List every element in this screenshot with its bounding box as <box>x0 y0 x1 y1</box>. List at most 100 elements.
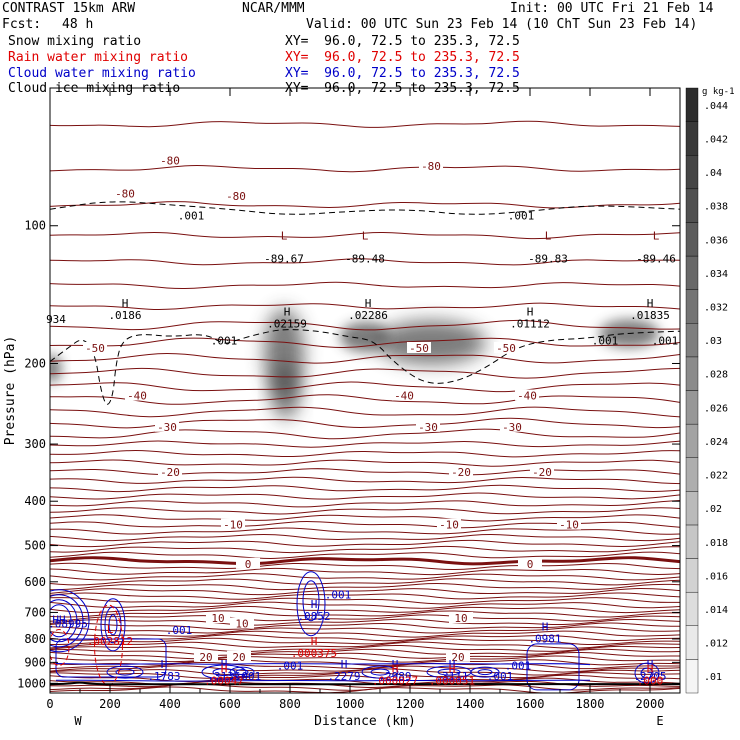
colorbar-tick-label: .04 <box>704 168 722 179</box>
cloud-ice-contour <box>50 329 680 405</box>
cloud-water-contour <box>50 599 78 643</box>
isotherm-label-bg <box>158 154 182 166</box>
colorbar-swatch <box>685 87 699 122</box>
isotherm-line <box>50 459 680 467</box>
contour-value-label: .001 <box>166 624 193 637</box>
y-tick-label: 900 <box>24 655 46 669</box>
x-tick-label: 600 <box>219 697 241 711</box>
contour-value-label: .001 <box>178 210 205 223</box>
isotherm-line <box>50 655 680 663</box>
isotherm-label-bg <box>158 465 182 477</box>
colorbar-tick-label: .042 <box>704 134 728 145</box>
isotherm-line <box>50 367 680 379</box>
colorbar-tick-label: .012 <box>704 639 728 650</box>
model-title: CONTRAST 15km ARW <box>2 1 136 16</box>
colorbar-tick-label: .028 <box>704 370 728 381</box>
cloud-water-contour <box>640 667 654 679</box>
isotherm-line <box>50 539 680 548</box>
isotherm-label: -20 <box>451 466 471 479</box>
contour-value-label: .001 <box>325 589 352 602</box>
colorbar-tick-label: .018 <box>704 538 728 549</box>
colorbar-tick-label: .014 <box>704 605 728 616</box>
cloud-water-contour <box>302 580 320 622</box>
snow-max-value: .01835 <box>630 309 670 322</box>
isotherm-label-bg <box>194 650 218 662</box>
isotherm-label: -30 <box>418 421 438 434</box>
isotherm-label-bg <box>557 518 581 530</box>
x-tick-label: 200 <box>99 697 121 711</box>
isotherm-line <box>50 651 680 660</box>
cloud-water-contour <box>235 669 249 676</box>
west-label: W <box>74 714 82 728</box>
colorbar-swatch <box>685 390 699 425</box>
isotherm-label-bg <box>416 420 440 432</box>
y-tick-label: 200 <box>24 356 46 370</box>
cloud-water-contour <box>470 666 500 678</box>
isotherm-label: -30 <box>502 421 522 434</box>
contour-value-label: .001 <box>277 660 304 673</box>
isotherm-label-bg <box>449 465 473 477</box>
isotherm-line <box>50 120 680 128</box>
isotherm-label-bg <box>446 650 470 662</box>
isotherm-line <box>50 521 680 529</box>
isotherm-label: -40 <box>394 390 414 403</box>
isotherm-line <box>50 337 680 348</box>
isotherm-label-bg <box>449 612 473 624</box>
colorbar-tick-label: .024 <box>704 437 728 448</box>
isotherm-line <box>50 352 680 364</box>
cloud-water-max-label: H <box>392 658 399 671</box>
rain-max-label: H <box>221 662 228 675</box>
isotherm-label-bg <box>518 557 542 569</box>
isotherm-line <box>50 618 680 626</box>
isotherm-label-bg <box>392 389 416 401</box>
snow-max-value: .01112 <box>510 318 550 331</box>
isotherm-line <box>50 302 680 310</box>
isotherm-label-bg <box>494 341 518 353</box>
cloud-water-contour <box>106 665 144 679</box>
snow-max-label: H <box>647 297 654 310</box>
cloud-water-max-value: .1783 <box>147 670 180 683</box>
isotherm-line <box>50 417 680 429</box>
isotherm-label: -80 <box>226 190 246 203</box>
colorbar-swatch <box>685 289 699 324</box>
snow-max-label: H <box>122 297 129 310</box>
isotherm-line <box>50 582 680 591</box>
isotherm-line <box>50 578 680 586</box>
colorbar-swatch <box>685 155 699 190</box>
cloud-water-contour <box>229 666 255 678</box>
isotherm-label: 0 <box>527 558 534 571</box>
isotherm-line <box>50 567 680 576</box>
cloud-water-max-label: H <box>311 598 318 611</box>
isotherm-line <box>50 641 680 649</box>
cloud-water-max-value: .0852 <box>297 610 330 623</box>
isotherm-line <box>50 500 680 508</box>
init-time: Init: 00 UTC Fri 21 Feb 14 <box>510 1 714 16</box>
cloud-ice-min-label: L <box>545 229 552 242</box>
valid-time: Valid: 00 UTC Sun 23 Feb 14 (10 ChT Sun … <box>306 17 698 32</box>
isotherm-line <box>50 527 680 535</box>
colorbar-tick-label: .01 <box>704 672 722 683</box>
isotherm-line <box>50 484 680 493</box>
cloud-water-max-value: .3111 <box>435 670 468 683</box>
y-tick-label: 300 <box>24 437 46 451</box>
cloud-water-contour <box>477 669 493 676</box>
isotherm-line <box>50 514 680 522</box>
colorbar-tick-label: .038 <box>704 202 728 213</box>
colorbar-swatch <box>685 591 699 626</box>
fcst-value: 48 h <box>62 17 94 32</box>
field-xy-snow: XY= 96.0, 72.5 to 235.3, 72.5 <box>285 34 520 49</box>
isotherm-line <box>50 556 680 566</box>
isotherm-line <box>50 671 680 679</box>
isotherm-line <box>50 661 680 670</box>
rain-max-value: .000375 <box>291 647 337 660</box>
x-tick-label: 1200 <box>396 697 425 711</box>
colorbar-swatch <box>685 356 699 391</box>
isotherm-label-bg <box>224 189 248 201</box>
isotherm-line <box>50 601 680 609</box>
contour-value-label: .001 <box>211 334 238 347</box>
snow-max-value: .02159 <box>267 318 307 331</box>
isotherm-label: -40 <box>517 390 537 403</box>
isotherm-label-bg <box>500 420 524 432</box>
contour-value-label: .001 <box>235 670 262 683</box>
